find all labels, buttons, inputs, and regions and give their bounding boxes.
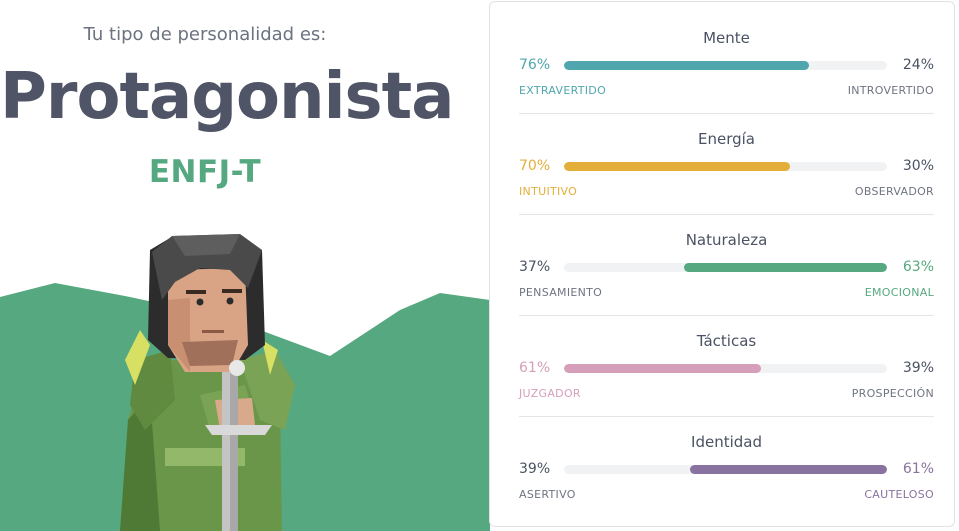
- trait-right-percent: 63%: [902, 259, 934, 275]
- trait-title: Tácticas: [696, 332, 757, 350]
- trait-right-label: INTROVERTIDO: [847, 84, 934, 97]
- trait-left-percent: 39%: [519, 461, 551, 477]
- trait-mente: Mente 76% 24% EXTRAVERTIDO INTROVERTIDO: [519, 2, 934, 102]
- trait-right-percent: 61%: [902, 461, 934, 477]
- trait-left-label: EXTRAVERTIDO: [519, 84, 607, 97]
- trait-left-percent: 70%: [519, 158, 551, 174]
- trait-right-percent: 39%: [902, 360, 934, 376]
- trait-left-label: PENSAMIENTO: [519, 286, 603, 299]
- trait-bar-fill: [564, 364, 762, 373]
- trait-left-label: INTUITIVO: [519, 185, 578, 198]
- trait-bar: [564, 61, 887, 70]
- trait-right-label: CAUTELOSO: [864, 488, 934, 501]
- result-intro: Tu tipo de personalidad es:: [83, 24, 327, 45]
- trait-left-label: JUZGADOR: [519, 387, 581, 400]
- trait-energia: Energía 70% 30% INTUITIVO OBSERVADOR: [519, 103, 934, 203]
- trait-left-label: ASERTIVO: [519, 488, 576, 501]
- trait-bar-fill: [564, 61, 810, 70]
- trait-right-label: PROSPECCIÓN: [851, 387, 934, 400]
- divider: [519, 315, 934, 316]
- divider: [519, 214, 934, 215]
- trait-naturaleza: Naturaleza 37% 63% PENSAMIENTO EMOCIONAL: [519, 204, 934, 304]
- trait-left-percent: 61%: [519, 360, 551, 376]
- trait-bar-fill: [564, 162, 791, 171]
- trait-bar: [564, 162, 887, 171]
- trait-right-percent: 30%: [902, 158, 934, 174]
- trait-bar: [564, 263, 887, 272]
- divider: [519, 416, 934, 417]
- trait-right-label: OBSERVADOR: [854, 185, 934, 198]
- personality-type-name: Protagonista: [0, 60, 454, 134]
- trait-bar-fill: [683, 263, 887, 272]
- trait-right-percent: 24%: [902, 57, 934, 73]
- traits-card: Mente 76% 24% EXTRAVERTIDO INTROVERTIDO …: [489, 1, 955, 527]
- trait-bar: [564, 465, 887, 474]
- result-panel: Tu tipo de personalidad es: Protagonista…: [0, 24, 490, 531]
- trait-identidad: Identidad 39% 61% ASERTIVO CAUTELOSO: [519, 406, 934, 506]
- trait-title: Energía: [698, 130, 755, 148]
- trait-tacticas: Tácticas 61% 39% JUZGADOR PROSPECCIÓN: [519, 305, 934, 405]
- trait-left-percent: 76%: [519, 57, 551, 73]
- trait-title: Identidad: [691, 433, 762, 451]
- trait-bar: [564, 364, 887, 373]
- trait-right-label: EMOCIONAL: [864, 286, 934, 299]
- trait-left-percent: 37%: [519, 259, 551, 275]
- trait-bar-fill: [689, 465, 887, 474]
- trait-title: Naturaleza: [685, 231, 768, 249]
- protagonist-illustration: [0, 234, 490, 531]
- divider: [519, 113, 934, 114]
- personality-type-code: ENFJ-T: [148, 154, 262, 190]
- trait-title: Mente: [703, 29, 750, 47]
